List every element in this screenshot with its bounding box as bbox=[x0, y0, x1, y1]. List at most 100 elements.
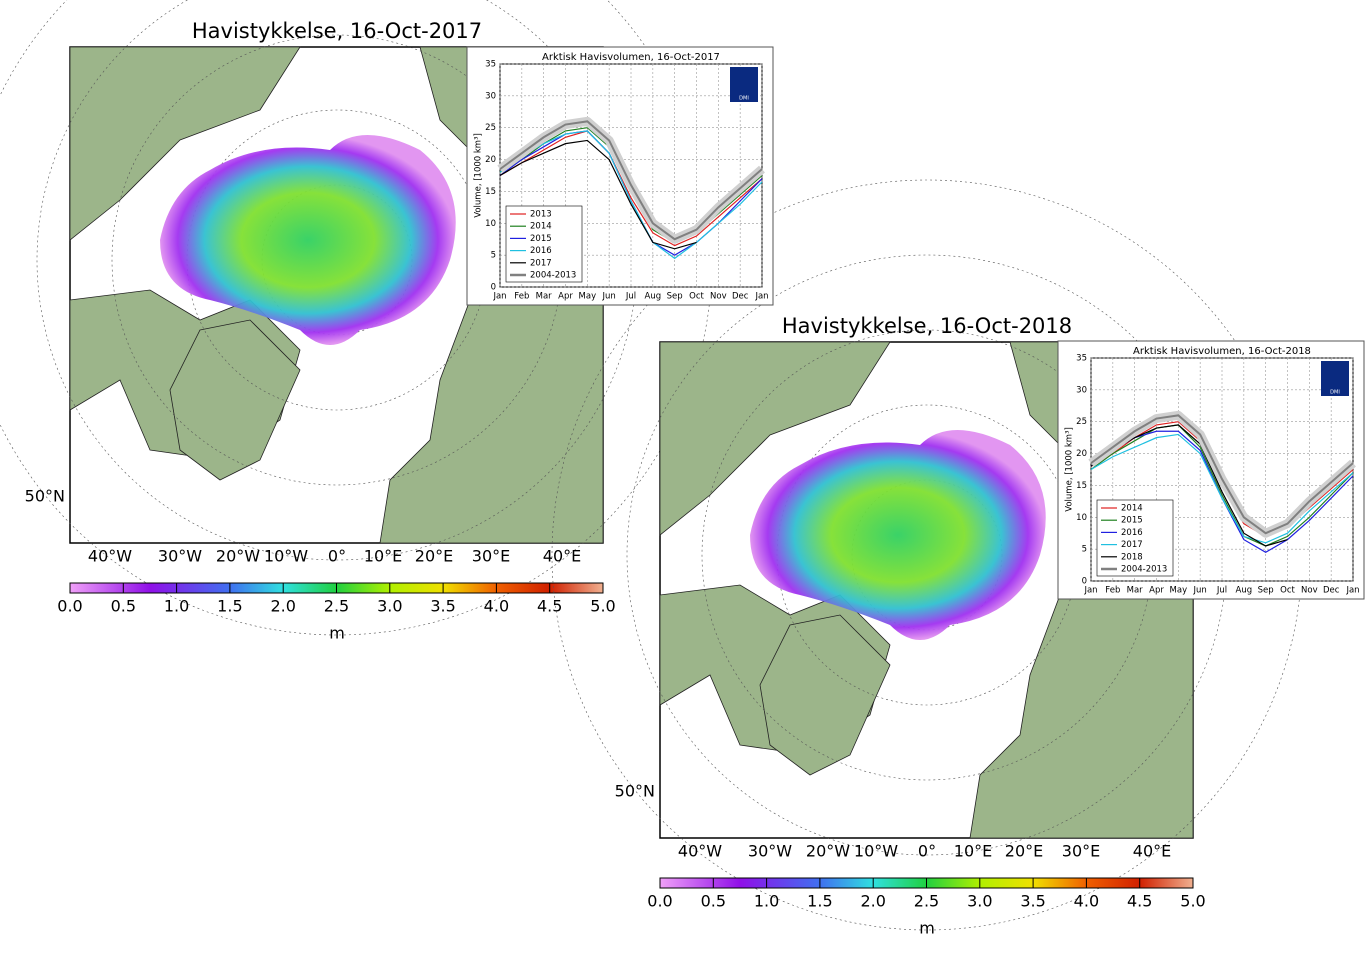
legend-label: 2015 bbox=[1121, 516, 1143, 526]
x-tick-label: Aug bbox=[1236, 586, 1253, 596]
x-tick-label: Jun bbox=[602, 292, 616, 302]
y-tick-label: 25 bbox=[485, 123, 496, 133]
series-line bbox=[1090, 433, 1354, 544]
lon-label: 10°W bbox=[854, 842, 898, 861]
x-tick-label: Jan bbox=[1345, 586, 1359, 596]
inset-chart: Arktisk Havisvolumen, 16-Oct-2017 0 5 10 15 2… bbox=[466, 46, 774, 306]
legend-label: 2018 bbox=[1121, 552, 1143, 562]
series-line bbox=[1090, 414, 1354, 535]
y-axis-label: Volume, [1000 km³] bbox=[474, 133, 484, 218]
colorbar-label: 0.0 bbox=[57, 597, 82, 616]
x-tick-label: Sep bbox=[667, 292, 683, 302]
y-tick-label: 15 bbox=[485, 187, 496, 197]
legend-label: 2014 bbox=[530, 222, 552, 232]
series-line bbox=[499, 130, 763, 260]
series-line bbox=[499, 120, 763, 241]
x-tick-label: Dec bbox=[1323, 586, 1340, 596]
lon-label: 30°W bbox=[748, 842, 792, 861]
legend bbox=[505, 205, 583, 283]
lon-label: 10°E bbox=[954, 842, 992, 861]
colorbar-label: 0.5 bbox=[111, 597, 136, 616]
colorbar-label: 3.0 bbox=[377, 597, 402, 616]
x-tick-label: Jun bbox=[1193, 586, 1207, 596]
x-tick-label: Jan bbox=[754, 292, 768, 302]
x-tick-label: Jul bbox=[625, 292, 636, 302]
logo bbox=[1321, 361, 1349, 396]
colorbar-label: 3.5 bbox=[1020, 892, 1045, 911]
y-tick-label: 35 bbox=[1076, 354, 1087, 364]
y-tick-label: 35 bbox=[485, 60, 496, 70]
colorbar-label: 0.0 bbox=[647, 892, 672, 911]
lat-label: 50°N bbox=[25, 487, 65, 506]
lon-label: 30°E bbox=[472, 547, 510, 566]
legend-label: 2015 bbox=[530, 234, 552, 244]
colorbar-unit: m bbox=[329, 624, 345, 643]
legend-label: 2004-2013 bbox=[1121, 565, 1167, 575]
x-tick-label: May bbox=[579, 292, 597, 302]
lon-label: 10°W bbox=[264, 547, 308, 566]
colorbar-label: 0.5 bbox=[701, 892, 726, 911]
lon-label: 20°W bbox=[806, 842, 850, 861]
x-tick-label: Apr bbox=[558, 292, 573, 302]
colorbar-label: 3.0 bbox=[967, 892, 992, 911]
colorbar-unit: m bbox=[919, 919, 935, 938]
x-tick-label: Sep bbox=[1258, 586, 1274, 596]
colorbar-label: 4.0 bbox=[1074, 892, 1099, 911]
x-tick-label: Nov bbox=[710, 292, 727, 302]
x-tick-label: Jul bbox=[1216, 586, 1227, 596]
land bbox=[69, 46, 301, 241]
lat-label: 50°N bbox=[615, 782, 655, 801]
colorbar-label: 4.5 bbox=[1127, 892, 1152, 911]
legend-label: 2017 bbox=[530, 258, 552, 268]
colorbar-label: 1.5 bbox=[807, 892, 832, 911]
lon-label: 30°E bbox=[1062, 842, 1100, 861]
y-tick-label: 15 bbox=[1076, 481, 1087, 491]
lon-label: 40°E bbox=[1133, 842, 1171, 861]
y-tick-label: 0 bbox=[1082, 577, 1087, 587]
lon-label: 30°W bbox=[158, 547, 202, 566]
y-tick-label: 10 bbox=[485, 219, 496, 229]
colorbar-label: 2.0 bbox=[860, 892, 885, 911]
colorbar-label: 1.5 bbox=[217, 597, 242, 616]
land bbox=[759, 614, 891, 776]
colorbar-label: 4.5 bbox=[537, 597, 562, 616]
colorbar-label: 2.5 bbox=[914, 892, 939, 911]
x-tick-label: Jan bbox=[1083, 586, 1097, 596]
legend-label: 2004-2013 bbox=[530, 271, 576, 281]
colorbar-label: 4.0 bbox=[484, 597, 509, 616]
colorbar-label: 5.0 bbox=[1180, 892, 1205, 911]
x-tick-label: Nov bbox=[1301, 586, 1318, 596]
lon-label: 20°W bbox=[216, 547, 260, 566]
x-tick-label: Apr bbox=[1149, 586, 1164, 596]
lon-label: 0° bbox=[918, 842, 936, 861]
colorbar-label: 2.0 bbox=[270, 597, 295, 616]
colorbar-label: 3.5 bbox=[430, 597, 455, 616]
series-line bbox=[499, 130, 763, 247]
logo bbox=[730, 67, 758, 102]
x-tick-label: Feb bbox=[1105, 586, 1120, 596]
logo-text: DMI bbox=[1330, 390, 1340, 396]
legend-label: 2013 bbox=[530, 210, 552, 220]
colorbar-label: 2.5 bbox=[324, 597, 349, 616]
lon-label: 40°E bbox=[543, 547, 581, 566]
y-tick-label: 30 bbox=[1076, 385, 1087, 395]
legend bbox=[1096, 499, 1174, 577]
sea-ice bbox=[160, 135, 456, 345]
y-tick-label: 20 bbox=[1076, 449, 1087, 459]
legend-label: 2017 bbox=[1121, 540, 1143, 550]
x-tick-label: Aug bbox=[645, 292, 662, 302]
x-tick-label: Oct bbox=[689, 292, 704, 302]
legend-label: 2016 bbox=[1121, 528, 1143, 538]
y-tick-label: 5 bbox=[491, 251, 496, 261]
map-title: Havistykkelse, 16-Oct-2018 bbox=[782, 314, 1072, 338]
x-tick-label: Feb bbox=[514, 292, 529, 302]
inset-chart: Arktisk Havisvolumen, 16-Oct-2018 0 5 10 15 2… bbox=[1057, 340, 1365, 600]
lon-label: 20°E bbox=[415, 547, 453, 566]
y-tick-label: 5 bbox=[1082, 545, 1087, 555]
lon-label: 20°E bbox=[1005, 842, 1043, 861]
legend-label: 2016 bbox=[530, 246, 552, 256]
x-tick-label: May bbox=[1170, 586, 1188, 596]
colorbar-label: 5.0 bbox=[590, 597, 615, 616]
x-tick-label: Oct bbox=[1280, 586, 1295, 596]
